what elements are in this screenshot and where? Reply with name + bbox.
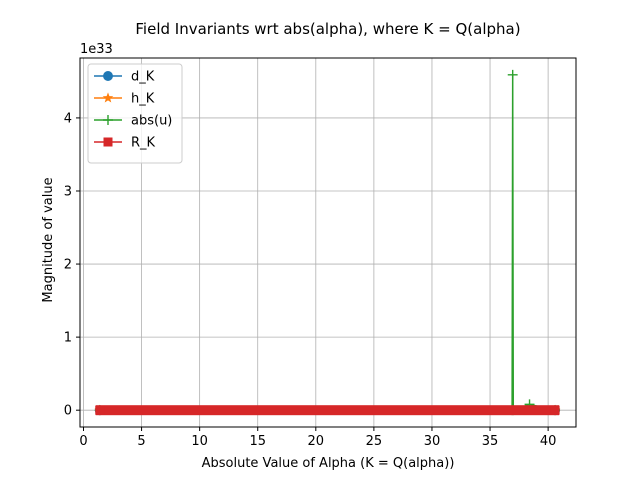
y-tick-label: 0 [64, 404, 72, 419]
legend: d_K h_K abs(u) R_K [87, 63, 183, 164]
chart-title: Field Invariants wrt abs(alpha), where K… [135, 20, 520, 38]
y-tick-label: 2 [64, 258, 72, 273]
plot-frame [79, 57, 577, 428]
x-tick-label: 15 [249, 434, 266, 449]
x-tick-label: 40 [540, 434, 557, 449]
series-r-k [95, 405, 560, 416]
y-tick-label: 4 [64, 111, 72, 126]
legend-label-d-k: d_K [131, 70, 155, 85]
x-tick-label: 35 [482, 434, 499, 449]
legend-marker-d-k [103, 71, 113, 81]
x-tick-label: 20 [308, 434, 325, 449]
x-tick-label: 25 [366, 434, 383, 449]
x-tick-label: 10 [191, 434, 208, 449]
x-tick-label: 5 [137, 434, 145, 449]
legend-marker-r-k [103, 137, 113, 147]
series-marker-band-r-k [95, 405, 560, 416]
y-scale-label: 1e33 [80, 42, 113, 57]
legend-marker-h-k [102, 92, 114, 103]
x-axis-label: Absolute Value of Alpha (K = Q(alpha)) [202, 456, 455, 471]
data-point-r-k [550, 405, 560, 415]
x-tick-label: 30 [424, 434, 441, 449]
x-tick-label: 0 [79, 434, 87, 449]
y-tick-label: 3 [64, 184, 72, 199]
legend-label-abs-u: abs(u) [131, 114, 172, 129]
y-tick-label: 1 [64, 331, 72, 346]
ticks-layer: 0 5 10 15 20 25 30 35 40 0 1 2 3 4 [64, 111, 557, 449]
data-point-abs-u [507, 69, 518, 80]
legend-label-r-k: R_K [131, 136, 156, 151]
legend-marker-abs-u [103, 115, 113, 125]
legend-label-h-k: h_K [131, 92, 155, 107]
data-point-r-k [95, 405, 105, 415]
y-axis-label: Magnitude of value [41, 177, 56, 302]
series-layer [94, 69, 561, 416]
